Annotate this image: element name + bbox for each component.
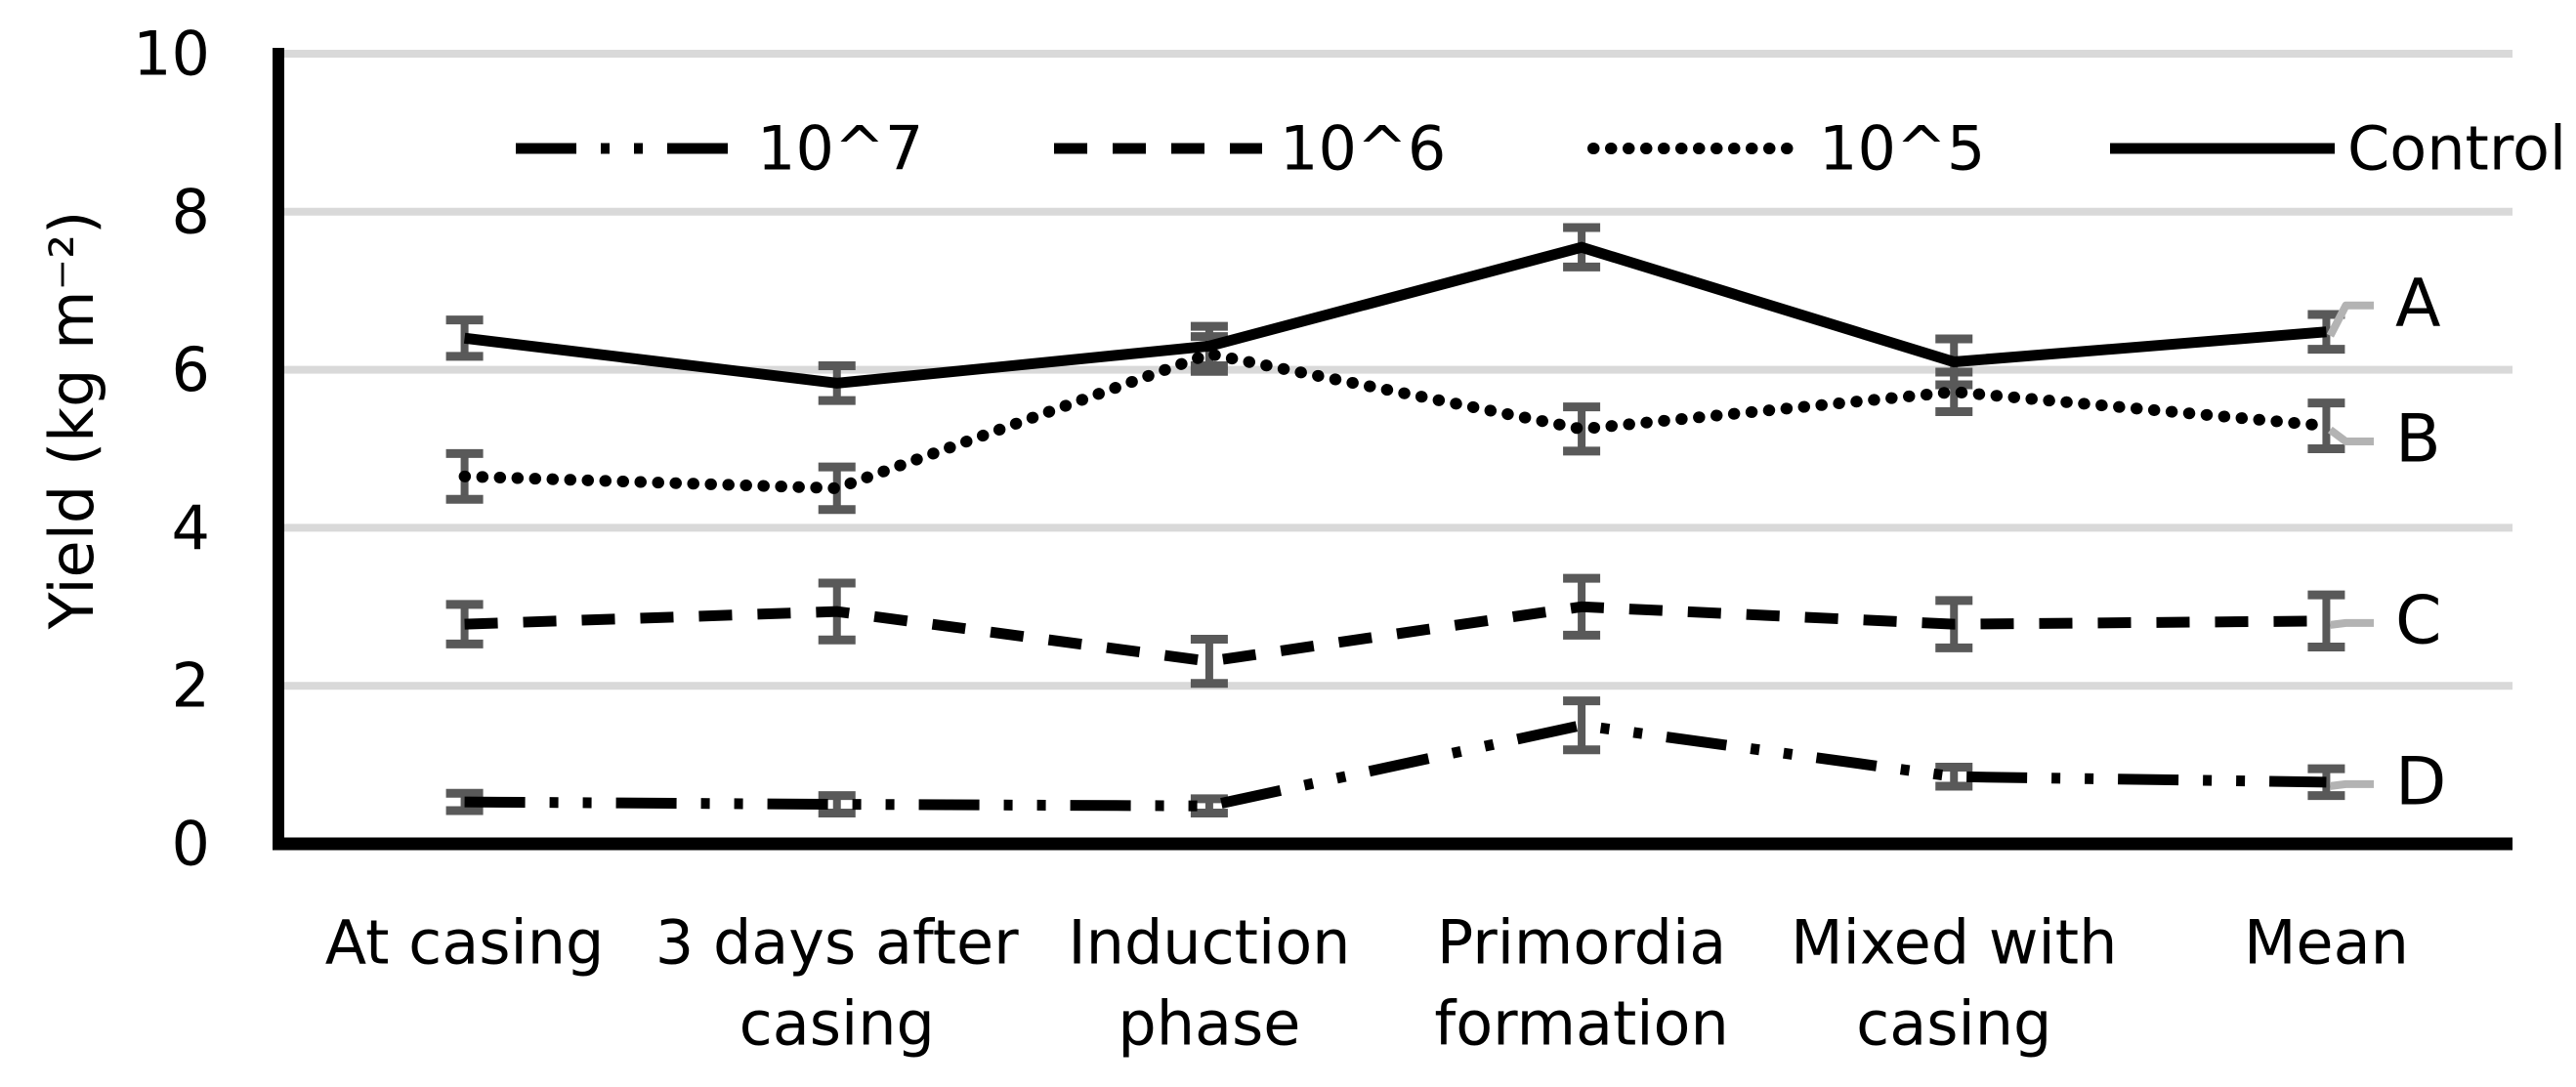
x-category-label: At casing — [325, 907, 605, 979]
legend-label: 10^5 — [1819, 113, 1985, 185]
x-category-label: 3 days after — [655, 907, 1019, 979]
series-line-3 — [463, 241, 2327, 389]
error-bar — [2307, 590, 2345, 652]
mean-label-connector — [2326, 301, 2374, 338]
legend-label: Control — [2347, 113, 2566, 185]
y-axis-title: Yield (kg m⁻²) — [36, 211, 107, 631]
y-tick-label: 8 — [172, 176, 210, 247]
x-category-label: Induction — [1068, 907, 1350, 979]
mean-group-letters: D C BA — [2395, 265, 2446, 820]
mean-group-letter: C — [2395, 582, 2441, 659]
x-category-label: Mixed with — [1791, 907, 2117, 979]
error-bar — [818, 791, 856, 817]
error-bars — [445, 223, 2345, 817]
x-category-label: casing — [1856, 988, 2051, 1060]
y-tick-label: 10 — [133, 19, 210, 90]
y-tick-label: 0 — [172, 809, 210, 880]
legend-label: 10^6 — [1280, 113, 1446, 185]
x-category-label: phase — [1118, 988, 1300, 1060]
y-tick-label: 4 — [172, 492, 210, 564]
series-lines — [458, 241, 2333, 812]
y-tick-labels: 0 2 4 6 8 10 — [133, 19, 210, 880]
legend-item: 10^7 — [516, 113, 923, 185]
error-bar — [1935, 763, 1973, 791]
mean-label-connectors — [2326, 301, 2374, 790]
x-category-label: casing — [739, 988, 935, 1060]
gridlines — [278, 50, 2513, 690]
legend-item: 10^5 — [1587, 113, 1985, 185]
error-bar — [1190, 634, 1228, 689]
mean-group-letter: D — [2395, 743, 2446, 820]
y-tick-label: 6 — [172, 334, 210, 405]
y-tick-label: 2 — [172, 650, 210, 722]
x-category-labels: At casing 3 days after casing Induction phas… — [325, 907, 2409, 1060]
mean-label-connector — [2328, 426, 2374, 446]
series-line-0 — [464, 720, 2327, 812]
mean-group-letter: B — [2395, 401, 2441, 479]
x-category-label: Mean — [2244, 907, 2409, 979]
legend-item: 10^6 — [1054, 113, 1446, 185]
mean-label-connector — [2329, 618, 2374, 629]
error-bar — [2307, 398, 2345, 453]
series-line-1 — [464, 601, 2327, 667]
series-line-2 — [458, 348, 2333, 494]
error-bar — [1563, 696, 1601, 755]
legend-item: Control — [2110, 113, 2566, 185]
legend: 10^7 10^6 10^5 Control — [516, 113, 2566, 185]
axes — [273, 48, 2513, 851]
mean-group-letter: A — [2395, 265, 2441, 342]
legend-label: 10^7 — [757, 113, 923, 185]
x-category-label: Primordia — [1437, 907, 1726, 979]
x-category-label: formation — [1434, 988, 1728, 1060]
mean-label-connector — [2329, 779, 2374, 790]
